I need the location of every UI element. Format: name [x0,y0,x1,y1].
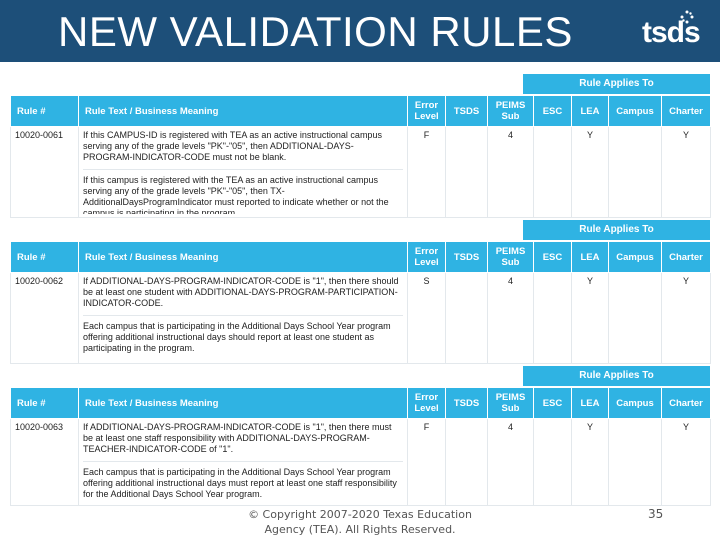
rule-table: Rule # Rule Text / Business Meaning Erro… [10,387,711,506]
table-row: 10020-0062 If ADDITIONAL-DAYS-PROGRAM-IN… [10,272,711,364]
rule-text-cell: If ADDITIONAL-DAYS-PROGRAM-INDICATOR-COD… [78,272,408,364]
logo-text: tsds [642,16,701,49]
campus-value [608,126,662,218]
col-lea: LEA [571,241,609,273]
col-esc: ESC [533,95,572,127]
logo-dots-icon [680,10,694,24]
rule-table: Rule # Rule Text / Business Meaning Erro… [10,95,711,218]
rule-text: If ADDITIONAL-DAYS-PROGRAM-INDICATOR-COD… [83,276,399,308]
error-level: F [407,126,446,218]
col-campus: Campus [608,387,662,419]
peims-sub-value: 4 [487,126,534,218]
esc-value [533,418,572,506]
col-rule-text: Rule Text / Business Meaning [78,95,408,127]
lea-value: Y [571,126,609,218]
col-tsds: TSDS [445,387,488,419]
col-charter: Charter [661,387,711,419]
rule-text: If this CAMPUS-ID is registered with TEA… [83,130,382,162]
col-lea: LEA [571,95,609,127]
col-lea: LEA [571,387,609,419]
tsds-value [445,418,488,506]
esc-value [533,126,572,218]
col-error-level: Error Level [407,95,446,127]
col-campus: Campus [608,95,662,127]
peims-sub-value: 4 [487,418,534,506]
table-row: 10020-0061 If this CAMPUS-ID is register… [10,126,711,218]
rule-text: If ADDITIONAL-DAYS-PROGRAM-INDICATOR-COD… [83,422,392,454]
campus-value [608,418,662,506]
rule-num: 10020-0063 [10,418,79,506]
business-meaning: Each campus that is participating in the… [83,461,403,500]
page-number: 35 [648,507,664,521]
col-charter: Charter [661,241,711,273]
col-esc: ESC [533,387,572,419]
col-campus: Campus [608,241,662,273]
business-meaning: Each campus that is participating in the… [83,315,403,354]
lea-value: Y [571,272,609,364]
campus-value [608,272,662,364]
col-charter: Charter [661,95,711,127]
applies-to-banner: Rule Applies To [523,74,710,94]
col-rule-num: Rule # [10,241,79,273]
rule-table: Rule # Rule Text / Business Meaning Erro… [10,241,711,364]
rule-text-cell: If ADDITIONAL-DAYS-PROGRAM-INDICATOR-COD… [78,418,408,506]
col-esc: ESC [533,241,572,273]
table-row: 10020-0063 If ADDITIONAL-DAYS-PROGRAM-IN… [10,418,711,506]
col-error-level: Error Level [407,387,446,419]
charter-value: Y [661,126,711,218]
esc-value [533,272,572,364]
col-tsds: TSDS [445,241,488,273]
col-rule-text: Rule Text / Business Meaning [78,387,408,419]
charter-value: Y [661,418,711,506]
error-level: F [407,418,446,506]
slide-header: NEW VALIDATION RULES tsds [0,0,720,62]
lea-value: Y [571,418,609,506]
business-meaning: If this campus is registered with the TE… [83,169,403,214]
col-rule-num: Rule # [10,387,79,419]
copyright-footer: © Copyright 2007-2020 Texas Education Ag… [248,508,472,536]
col-peims-sub: PEIMS Sub [487,387,534,419]
error-level: S [407,272,446,364]
rule-num: 10020-0061 [10,126,79,218]
rule-text-cell: If this CAMPUS-ID is registered with TEA… [78,126,408,218]
rule-num: 10020-0062 [10,272,79,364]
col-rule-num: Rule # [10,95,79,127]
peims-sub-value: 4 [487,272,534,364]
col-error-level: Error Level [407,241,446,273]
col-peims-sub: PEIMS Sub [487,241,534,273]
applies-to-banner: Rule Applies To [523,366,710,386]
col-tsds: TSDS [445,95,488,127]
col-rule-text: Rule Text / Business Meaning [78,241,408,273]
applies-to-banner: Rule Applies To [523,220,710,240]
tsds-value [445,272,488,364]
tsds-logo: tsds [642,10,712,52]
charter-value: Y [661,272,711,364]
tsds-value [445,126,488,218]
col-peims-sub: PEIMS Sub [487,95,534,127]
slide-title: NEW VALIDATION RULES [58,8,573,55]
